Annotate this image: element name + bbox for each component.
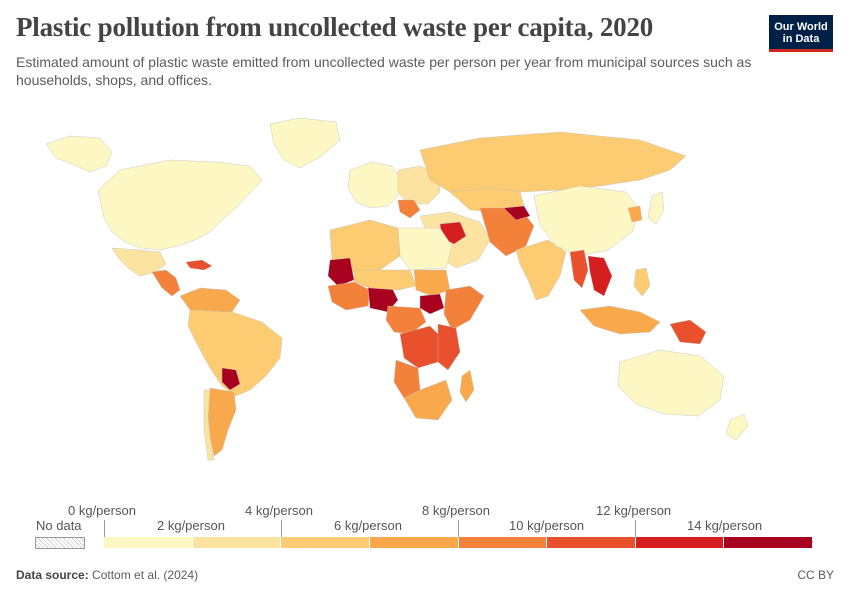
region-argentina[interactable] bbox=[207, 387, 237, 457]
region-east-africa[interactable] bbox=[437, 323, 461, 371]
region-horn-of-africa[interactable] bbox=[443, 285, 485, 331]
region-west-africa[interactable] bbox=[327, 281, 371, 311]
region-paraguay[interactable] bbox=[221, 367, 241, 391]
region-papua[interactable] bbox=[669, 319, 707, 345]
legend-tick-8 bbox=[458, 520, 459, 537]
region-southern-africa[interactable] bbox=[403, 379, 453, 421]
color-legend: No data 0 kg/person 4 kg/person 8 kg/per… bbox=[0, 500, 850, 560]
legend-label-14: 14 kg/person bbox=[687, 518, 763, 533]
region-indochina[interactable] bbox=[587, 255, 613, 297]
region-china[interactable] bbox=[533, 185, 641, 257]
legend-bin-2-4[interactable] bbox=[192, 537, 282, 548]
region-libya-egypt[interactable] bbox=[397, 227, 453, 271]
region-japan[interactable] bbox=[647, 191, 665, 225]
legend-label-6: 6 kg/person bbox=[334, 518, 402, 533]
legend-label-2: 2 kg/person bbox=[157, 518, 225, 533]
region-philippines[interactable] bbox=[633, 267, 651, 297]
legend-arrow bbox=[806, 537, 813, 547]
region-myanmar[interactable] bbox=[569, 249, 589, 289]
region-madagascar[interactable] bbox=[459, 369, 475, 403]
data-source: Data source: Cottom et al. (2024) bbox=[16, 568, 198, 582]
logo-line-2: in Data bbox=[782, 33, 820, 45]
legend-label-4: 4 kg/person bbox=[245, 503, 313, 518]
region-australia[interactable] bbox=[617, 349, 725, 417]
region-central-america[interactable] bbox=[151, 269, 181, 297]
legend-label-10: 10 kg/person bbox=[509, 518, 585, 533]
legend-bin-4-6[interactable] bbox=[281, 537, 370, 548]
legend-label-12: 12 kg/person bbox=[596, 503, 672, 518]
legend-bin-0-2[interactable] bbox=[104, 537, 193, 548]
legend-no-data-label: No data bbox=[36, 518, 82, 533]
legend-bin-12-14[interactable] bbox=[635, 537, 725, 548]
region-india[interactable] bbox=[515, 239, 567, 301]
region-drc[interactable] bbox=[399, 325, 445, 369]
data-source-label: Data source: bbox=[16, 568, 89, 582]
region-indonesia[interactable] bbox=[579, 305, 661, 335]
chart-title: Plastic pollution from uncollected waste… bbox=[16, 12, 654, 42]
legend-bin-14-plus[interactable] bbox=[724, 537, 812, 548]
region-greenland[interactable] bbox=[269, 117, 341, 169]
region-korea[interactable] bbox=[627, 205, 643, 223]
legend-label-0: 0 kg/person bbox=[68, 503, 136, 518]
license-label[interactable]: CC BY bbox=[797, 568, 834, 582]
legend-color-bar bbox=[104, 537, 812, 548]
region-new-zealand[interactable] bbox=[725, 413, 749, 441]
region-tajikistan[interactable] bbox=[503, 205, 531, 221]
chart-subtitle: Estimated amount of plastic waste emitte… bbox=[16, 54, 752, 88]
legend-bin-10-12[interactable] bbox=[547, 537, 636, 548]
region-sahel[interactable] bbox=[353, 269, 417, 291]
region-alaska[interactable] bbox=[45, 135, 113, 173]
world-map[interactable] bbox=[0, 100, 850, 470]
legend-bin-6-8[interactable] bbox=[369, 537, 459, 548]
region-colombia-venezuela[interactable] bbox=[179, 287, 241, 315]
data-source-link[interactable]: Cottom et al. (2024) bbox=[92, 568, 199, 582]
legend-no-data-swatch[interactable] bbox=[35, 537, 85, 549]
owid-logo[interactable]: Our World in Data bbox=[769, 15, 833, 52]
region-north-america[interactable] bbox=[97, 159, 263, 251]
region-russia[interactable] bbox=[419, 131, 687, 195]
legend-tick-12 bbox=[635, 520, 636, 537]
region-balkans[interactable] bbox=[397, 199, 421, 219]
region-mauritania[interactable] bbox=[327, 257, 355, 287]
region-caribbean[interactable] bbox=[185, 259, 213, 271]
legend-tick-0 bbox=[104, 520, 105, 537]
region-south-sudan[interactable] bbox=[419, 293, 445, 315]
legend-label-8: 8 kg/person bbox=[422, 503, 490, 518]
legend-tick-4 bbox=[281, 520, 282, 537]
logo-line-1: Our World bbox=[774, 21, 828, 33]
region-western-europe[interactable] bbox=[347, 161, 403, 209]
legend-bin-8-10[interactable] bbox=[458, 537, 548, 548]
region-south-america[interactable] bbox=[187, 309, 283, 397]
region-sudan[interactable] bbox=[413, 269, 451, 297]
region-chile[interactable] bbox=[203, 389, 215, 461]
